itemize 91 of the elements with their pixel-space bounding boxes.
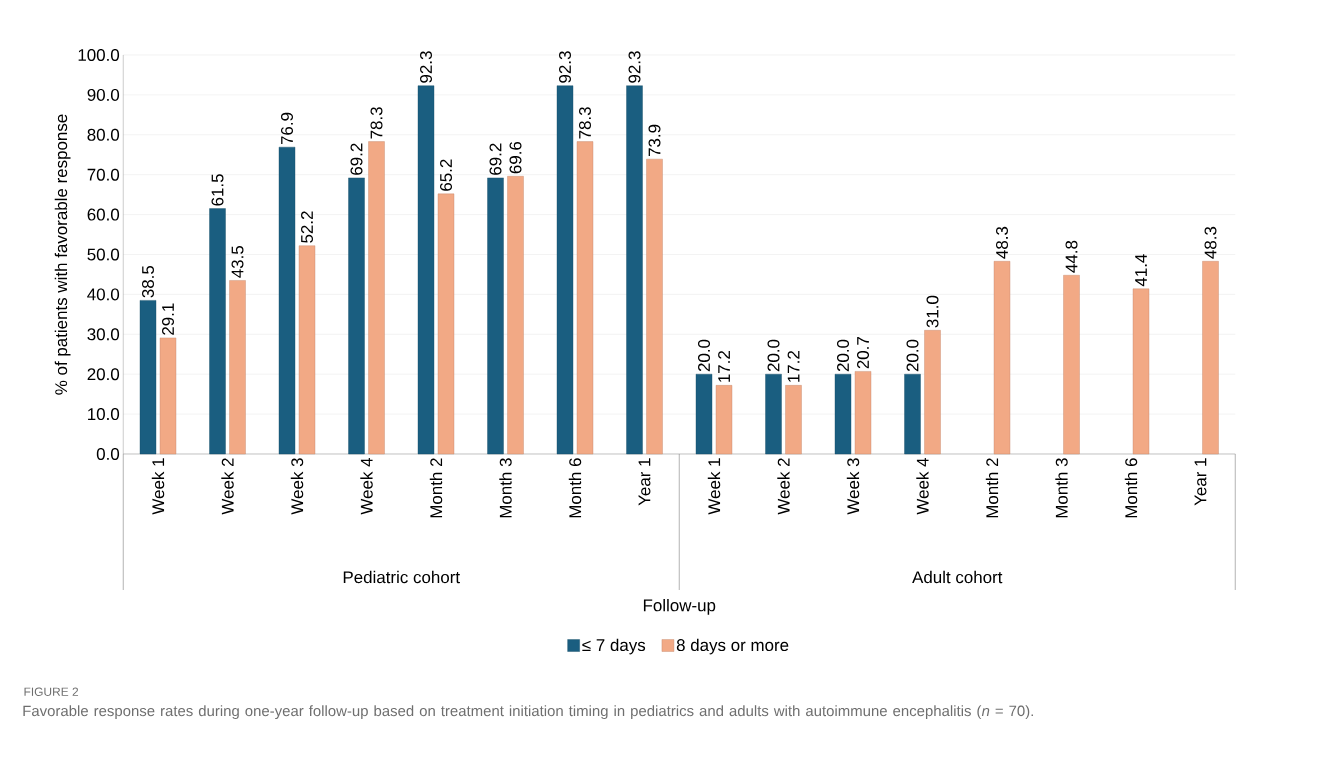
y-tick-label: 20.0 <box>87 368 120 381</box>
x-tick-label: Month 2 <box>985 458 999 518</box>
bar <box>209 208 226 455</box>
x-axis-title: Follow-up <box>643 598 716 615</box>
text: Favorable response rates during one-year follow-up based on treatment initiation timing in pediatrics and adults with autoimmune encephalitis (n = 70). <box>23 705 1033 720</box>
x-tick-label: Month 3 <box>1055 458 1068 518</box>
y-tick-label: 30.0 <box>87 328 120 341</box>
y-tick-label: 80.0 <box>87 128 120 141</box>
bar <box>904 374 921 455</box>
data-label: 20.0 <box>837 339 850 372</box>
bar <box>159 337 177 455</box>
bar <box>1063 275 1080 455</box>
bar <box>348 177 365 455</box>
data-label: 29.1 <box>162 303 174 335</box>
data-label: 65.2 <box>440 159 452 191</box>
y-tick-label: 10.0 <box>88 408 120 421</box>
data-label: 20.0 <box>767 339 780 372</box>
data-label: 73.9 <box>648 124 661 157</box>
y-tick-label: 0.0 <box>96 448 120 460</box>
data-label: 92.3 <box>559 51 571 83</box>
x-tick-label: Month 3 <box>499 458 512 518</box>
x-tick-label: Year 1 <box>638 458 651 506</box>
bar <box>368 141 385 455</box>
bar <box>417 85 435 455</box>
x-tick-label: Week 4 <box>360 458 373 515</box>
data-label: 20.7 <box>857 337 870 369</box>
bar <box>229 280 246 455</box>
data-label: 78.3 <box>370 107 383 139</box>
bar <box>993 261 1011 455</box>
y-tick-label: 90.0 <box>87 88 120 101</box>
data-label: 52.2 <box>301 211 313 243</box>
bar <box>139 300 157 455</box>
data-label: 78.3 <box>579 107 592 139</box>
x-tick-label: Month 6 <box>568 458 582 518</box>
data-label: 69.2 <box>350 143 363 175</box>
data-label: 92.3 <box>420 51 432 83</box>
data-label: 44.8 <box>1065 240 1078 273</box>
data-label: 69.2 <box>489 143 502 175</box>
bar <box>487 177 504 455</box>
y-tick-label: 70.0 <box>87 168 120 181</box>
data-label: 48.3 <box>1204 226 1217 259</box>
bar <box>695 374 713 455</box>
x-tick-label: Month 2 <box>429 458 443 518</box>
bar <box>298 245 316 455</box>
x-tick-label: Week 2 <box>777 458 790 515</box>
data-label: 17.2 <box>787 351 800 382</box>
bar <box>576 141 594 455</box>
bar <box>646 158 663 455</box>
data-label: 61.5 <box>211 174 224 206</box>
bar <box>1132 288 1150 455</box>
y-tick-label: 100.0 <box>78 48 120 61</box>
x-tick-label: Week 1 <box>707 458 721 515</box>
x-tick-label: Week 3 <box>290 458 304 515</box>
y-axis-title: % of patients with favorable response <box>54 114 71 395</box>
caption: FIGURE 2 <box>24 687 79 696</box>
y-tick-label: 60.0 <box>87 208 120 221</box>
data-label: 76.9 <box>281 112 293 145</box>
data-label: 17.2 <box>718 351 730 382</box>
bar <box>626 85 643 455</box>
text: Adult cohort <box>912 570 1003 584</box>
bar <box>437 193 455 455</box>
bar <box>715 385 733 455</box>
y-tick-label: 50.0 <box>87 248 120 261</box>
data-label: 31.0 <box>926 295 939 328</box>
bar <box>834 374 852 455</box>
data-label: 20.0 <box>698 339 711 372</box>
x-tick-label: Week 4 <box>916 458 929 515</box>
bar <box>765 374 782 455</box>
data-label: 48.3 <box>996 226 1009 259</box>
bar <box>1202 261 1219 455</box>
legend-label: 8 days or more <box>676 638 789 655</box>
y-tick-label: 40.0 <box>87 288 120 301</box>
data-label: 92.3 <box>628 51 641 83</box>
data-label: 69.6 <box>509 141 522 174</box>
x-tick-label: Week 1 <box>151 458 165 515</box>
bar <box>278 146 296 455</box>
x-tick-label: Week 2 <box>221 458 234 515</box>
x-tick-label: Month 6 <box>1124 458 1138 518</box>
bar <box>924 330 941 455</box>
bar <box>785 385 802 455</box>
x-tick-label: Week 3 <box>846 458 860 515</box>
data-label: 20.0 <box>906 339 919 372</box>
text: Pediatric cohort <box>343 570 460 584</box>
data-label: 41.4 <box>1135 254 1147 287</box>
bar <box>556 85 574 455</box>
data-label: 43.5 <box>231 245 244 278</box>
bar <box>854 371 872 455</box>
legend-label: ≤ 7 days <box>582 638 646 655</box>
data-label: 38.5 <box>142 265 154 298</box>
bar <box>507 176 524 455</box>
x-tick-label: Year 1 <box>1194 458 1207 506</box>
